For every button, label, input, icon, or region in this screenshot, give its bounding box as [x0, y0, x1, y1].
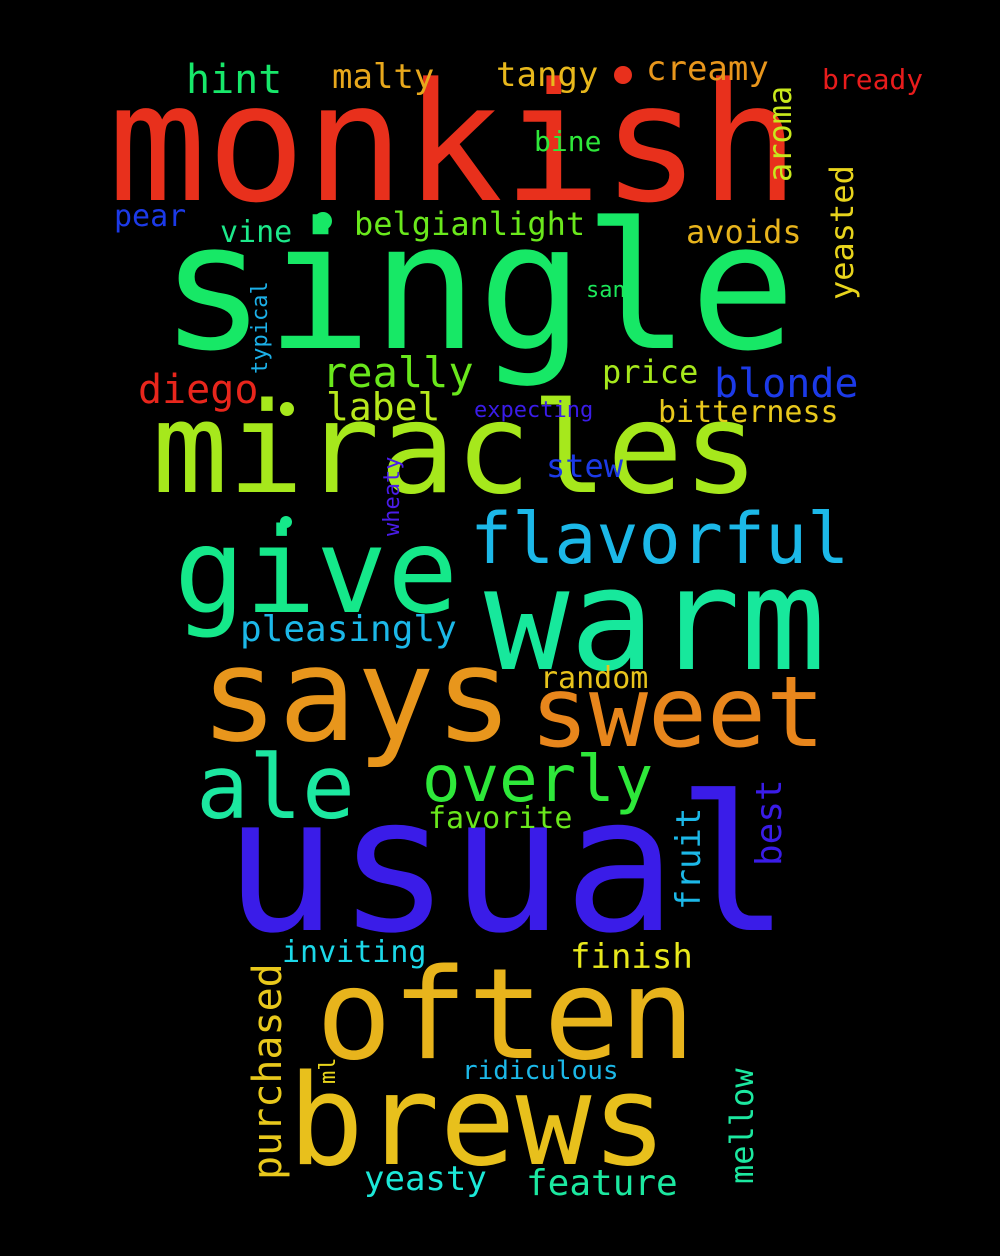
word-price: price — [602, 353, 699, 391]
word-fruit: fruit — [669, 807, 709, 910]
word-pleasingly: pleasingly — [240, 609, 457, 650]
word-hint: hint — [186, 57, 283, 103]
word-ml: ml — [316, 1057, 341, 1085]
dot-give — [280, 516, 292, 528]
word-flavorful: flavorful — [470, 498, 850, 580]
word-usual: usual — [224, 756, 790, 975]
word-expecting: expecting — [474, 398, 594, 423]
word-bready: bready — [822, 63, 924, 96]
word-aroma: aroma — [761, 85, 799, 182]
word-bine: bine — [534, 125, 602, 158]
word-tangy: tangy — [496, 55, 599, 95]
word-creamy: creamy — [646, 49, 769, 89]
word-favorite: favorite — [428, 801, 573, 836]
word-brews: brews — [288, 1047, 668, 1194]
word-typical: typical — [248, 281, 273, 374]
word-single: single — [160, 185, 796, 390]
word-finish: finish — [570, 937, 693, 977]
word-says: says — [200, 619, 514, 771]
word-give: give — [174, 502, 459, 640]
word-pear: pear — [114, 199, 187, 234]
word-feature: feature — [526, 1163, 678, 1204]
word-ale: ale — [196, 736, 355, 839]
word-bitterness: bitterness — [658, 395, 839, 430]
word-belgianlight: belgianlight — [354, 205, 586, 243]
word-blonde: blonde — [714, 361, 859, 407]
dot-single — [314, 212, 332, 230]
word-really: really — [322, 348, 474, 397]
word-diego: diego — [138, 367, 259, 413]
word-label: label — [326, 385, 441, 429]
word-overly: overly — [422, 743, 654, 817]
dot-monkish — [614, 66, 632, 84]
word-mellow: mellow — [723, 1068, 761, 1184]
word-yeasty: yeasty — [364, 1159, 487, 1199]
word-sweet: sweet — [530, 656, 826, 770]
word-purchased: purchased — [245, 963, 291, 1180]
word-vine: vine — [220, 215, 293, 250]
word-san: san — [586, 278, 626, 303]
word-avoids: avoids — [686, 213, 802, 251]
word-often: often — [316, 941, 696, 1088]
word-best: best — [749, 779, 790, 866]
word-monkish: monkish — [108, 48, 800, 239]
word-miracles: miracles — [152, 375, 759, 522]
word-yeasted: yeasted — [823, 165, 861, 300]
word-malty: malty — [332, 57, 435, 97]
word-random: random — [540, 661, 649, 696]
word-wheaty: wheaty — [380, 456, 405, 536]
word-stew: stew — [546, 447, 624, 485]
word-inviting: inviting — [282, 935, 427, 970]
dot-miracles — [280, 402, 294, 416]
word-ridiculous: ridiculous — [462, 1056, 619, 1086]
word-warm: warm — [484, 538, 826, 703]
